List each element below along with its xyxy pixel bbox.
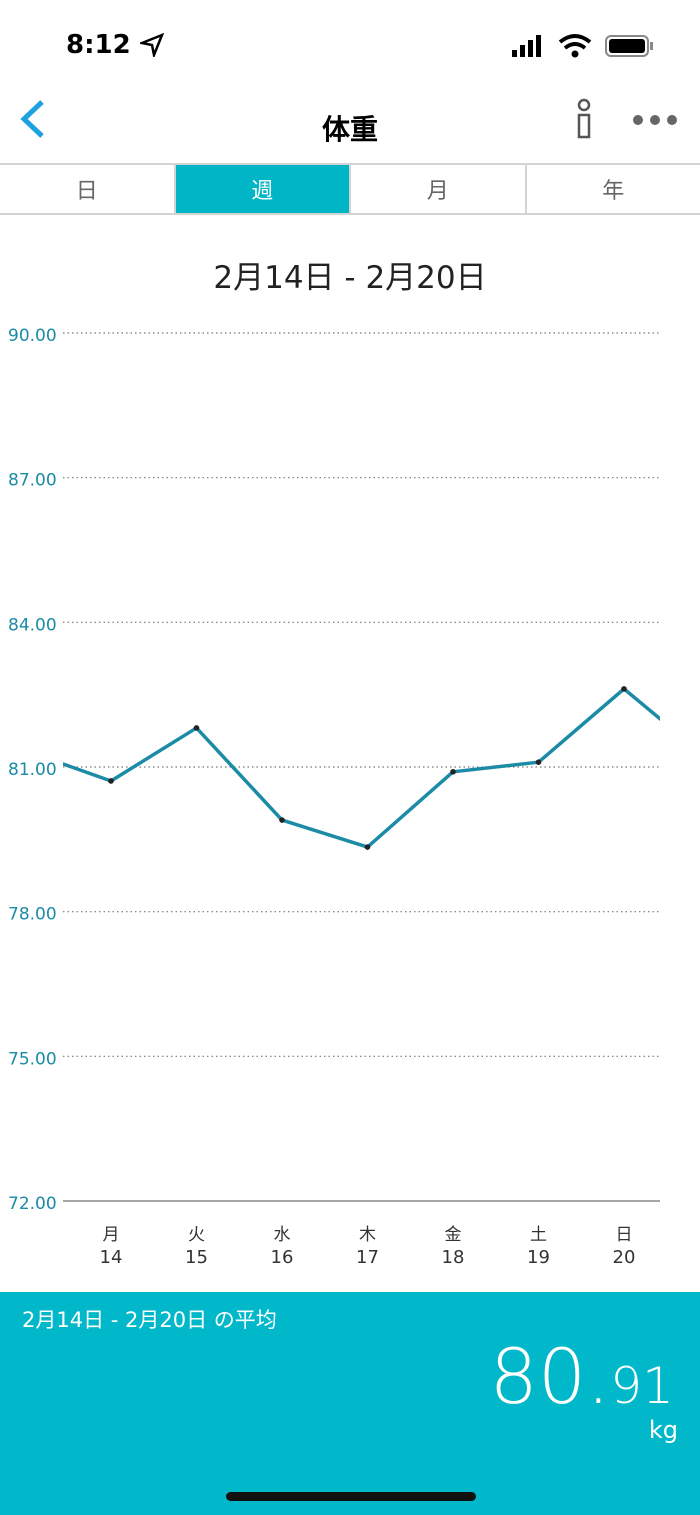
y-tick-label: 90.00 xyxy=(8,326,57,346)
x-day-label: 15 xyxy=(185,1247,208,1268)
y-tick-label: 81.00 xyxy=(8,760,57,780)
tab[interactable]: 月 xyxy=(349,165,525,213)
x-weekday-label: 月 xyxy=(103,1225,120,1245)
header-title: 体重 xyxy=(321,113,378,146)
x-day-label: 19 xyxy=(527,1247,550,1268)
point xyxy=(450,769,456,775)
point xyxy=(108,778,114,784)
y-tick-label: 87.00 xyxy=(8,471,57,491)
point xyxy=(193,725,200,731)
point xyxy=(279,817,285,823)
summary-panel: 2月14日 - 2月20日 の平均 80.91 kg xyxy=(0,1292,700,1515)
y-tick-label: 78.00 xyxy=(8,905,57,925)
status-icons xyxy=(512,34,653,58)
tab[interactable]: 年 xyxy=(524,165,700,213)
tab[interactable]: 日 xyxy=(75,179,98,204)
point xyxy=(535,759,542,765)
x-day-label: 20 xyxy=(613,1247,636,1268)
line xyxy=(63,687,660,849)
summary-unit: kg xyxy=(648,1416,678,1444)
chart: 72.0075.0078.0081.0084.0087.0090.00月14火1… xyxy=(8,326,660,1268)
x-day-label: 14 xyxy=(100,1247,123,1268)
summary-value: 80.91 xyxy=(490,1332,675,1421)
point xyxy=(364,844,371,850)
y-tick-label: 72.00 xyxy=(8,1194,57,1214)
x-weekday-label: 水 xyxy=(274,1225,291,1245)
summary-integer: 80. xyxy=(489,1332,611,1421)
x-weekday-label: 火 xyxy=(188,1225,205,1245)
home-indicator xyxy=(226,1492,476,1501)
summary-decimal: 91 xyxy=(610,1357,674,1415)
x-weekday-label: 日 xyxy=(616,1225,633,1245)
x-weekday-label: 金 xyxy=(445,1225,462,1245)
x-weekday-label: 土 xyxy=(530,1225,547,1245)
status-time: 8:12 xyxy=(66,30,131,60)
x-day-label: 17 xyxy=(356,1247,379,1268)
y-tick-label: 84.00 xyxy=(8,615,57,635)
back-button[interactable] xyxy=(18,98,48,140)
x-day-label: 18 xyxy=(442,1247,465,1268)
date-range: 2月14日 - 2月20日 xyxy=(213,260,487,296)
tab[interactable]: 週 xyxy=(173,165,349,213)
point xyxy=(23,748,29,754)
x-day-label: 16 xyxy=(271,1247,294,1268)
point xyxy=(621,686,627,692)
location-icon xyxy=(140,33,164,57)
info-button[interactable] xyxy=(572,98,596,142)
y-tick-label: 75.00 xyxy=(8,1049,57,1069)
more-button[interactable] xyxy=(630,110,680,130)
x-weekday-label: 木 xyxy=(359,1225,376,1245)
summary-label: 2月14日 - 2月20日 の平均 xyxy=(22,1308,277,1332)
tab-bar: 日 週月年 xyxy=(0,163,700,215)
plot-area xyxy=(23,686,660,850)
